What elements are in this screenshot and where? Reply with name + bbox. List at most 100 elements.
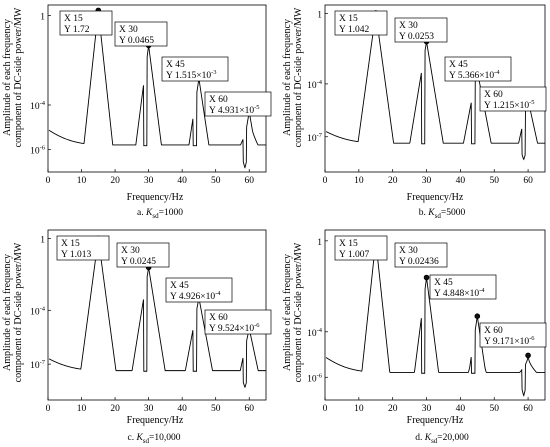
datatip-box [479,86,547,112]
datatip-y: Y 9.524×10-6 [209,322,260,334]
y-tick-label: 10-4 [30,100,46,112]
datatip-x: X 45 [166,60,185,70]
datatip-y: Y 1.007 [339,250,370,260]
datatip-box [59,10,113,36]
datatip-y: Y 4.848×10-4 [434,287,485,299]
x-tick-label: 0 [323,176,328,186]
y-tick-exponent: -4 [317,79,323,86]
panel-a-xlabel: Frequency/Hz [126,192,184,203]
x-tick-label: 40 [177,176,187,186]
y-tick-exponent: -6 [40,145,46,152]
datatip-y: Y 1.515×10-3 [166,69,217,81]
x-tick-label: 20 [110,176,120,186]
datatip-x: X 45 [434,278,453,288]
panel-a-caption: a. Ksd=1000 [90,208,230,220]
datatip-exponent: -3 [211,69,216,76]
y-tick-label: 10-4 [30,305,46,317]
datatip-y: Y 4.931×10-5 [209,104,260,116]
datatip-box [479,322,547,348]
datatip-box [114,21,168,47]
datatip-box [56,235,110,261]
x-tick-label: 20 [388,176,398,186]
datatip-y: Y 0.0245 [121,257,156,267]
x-tick-label: 30 [144,404,154,414]
panel-b-caption-subscript: sd [434,211,441,220]
y-tick-label: 1 [317,10,322,20]
datatip-y: Y 9.171×10-6 [484,335,535,347]
datatip-y: Y 0.02436 [399,257,439,267]
datatip-exponent: -4 [215,290,221,297]
y-tick-exponent: -6 [317,372,323,379]
datatip-x: X 30 [399,21,418,31]
panel-d-xlabel: Frequency/Hz [406,415,464,426]
datatip-x: X 30 [399,246,418,256]
x-tick-label: 50 [489,404,499,414]
datatip-box [444,56,512,82]
panel-a-caption-subscript: sd [152,211,159,220]
panel-d-caption: d. Ksd=20,000 [372,433,512,445]
y-tick-exponent: -4 [40,100,46,107]
panel-b-xlabel: Frequency/Hz [406,192,464,203]
x-tick-label: 10 [354,176,364,186]
x-tick-label: 60 [523,176,533,186]
datatip-exponent: -4 [494,69,500,76]
peak-marker [474,313,481,320]
datatip-y: Y 1.215×10-5 [484,99,535,111]
datatip-y: Y 4.926×10-4 [170,290,221,302]
datatip-x: X 60 [484,326,503,336]
panel-d-caption-prefix: d. [415,433,423,443]
datatip-x: X 15 [64,14,83,24]
y-tick-label: 10-4 [307,327,323,339]
x-tick-label: 40 [456,404,466,414]
spectrum-line [48,239,266,389]
datatip-box [165,277,233,303]
datatip-x: X 60 [484,90,503,100]
datatip-box [429,274,497,300]
x-tick-label: 20 [110,404,120,414]
x-tick-label: 0 [46,404,51,414]
y-tick-label: 10-6 [307,372,323,384]
datatip-x: X 60 [209,313,228,323]
datatip-box [161,56,229,82]
datatip-x: X 30 [119,25,138,35]
y-tick-exponent: -7 [40,359,46,366]
x-tick-label: 60 [244,404,254,414]
panel-c-caption-prefix: c. [127,433,135,443]
datatip-box [334,235,388,261]
panel-d-caption-symbol: K [424,433,432,443]
x-tick-label: 10 [77,404,87,414]
panel-b-caption-symbol: K [428,208,435,218]
x-tick-label: 30 [422,404,432,414]
datatip-box [116,242,170,268]
y-tick-exponent: -4 [317,327,323,334]
y-tick-exponent: -7 [317,132,323,139]
x-tick-label: 60 [244,176,254,186]
x-tick-label: 60 [523,404,533,414]
datatip-y: Y 0.0465 [119,36,154,46]
y-tick-exponent: -4 [40,305,46,312]
x-tick-label: 0 [323,404,328,414]
y-tick-label: 10-4 [307,79,323,91]
panel-d-caption-subscript: sd [431,436,438,445]
datatip-exponent: -5 [529,99,534,106]
panel-a-chart: 0 10 20 30 40 50 60 1 10-4 10-6 X 15Y 1.72 X 30Y 0.… [30,4,272,186]
datatip-x: X 15 [339,239,358,249]
datatip-box [204,91,272,117]
datatip-box [394,17,448,43]
panel-c-caption-subscript: sd [142,436,150,445]
panel-c-chart: 0 10 20 30 40 50 60 1 10-4 10-7 X 15Y 1.013 X 30Y 0… [30,229,272,414]
y-tick-label: 10-6 [30,145,46,157]
panel-b-caption-value: =5000 [440,208,466,218]
panel-d-chart: 0 10 20 30 40 50 60 1 10-4 10-6 X 15Y 1.007 X 30Y 0… [307,229,547,414]
datatip-x: X 45 [170,281,189,291]
y-tick-label: 1 [317,238,322,248]
datatip-y: Y 5.366×10-4 [449,69,500,81]
y-tick-label: 10-7 [30,359,46,371]
datatip-exponent: -6 [254,322,260,329]
datatip-exponent: -4 [479,287,485,294]
panel-b-caption: b. Ksd=5000 [372,208,512,220]
datatip-box [204,309,272,335]
datatip-y: Y 0.0253 [399,32,434,42]
panel-b-chart: 0 10 20 30 40 50 60 1 10-4 10-7 X 15Y 1.042 X 30Y 0… [307,4,547,186]
